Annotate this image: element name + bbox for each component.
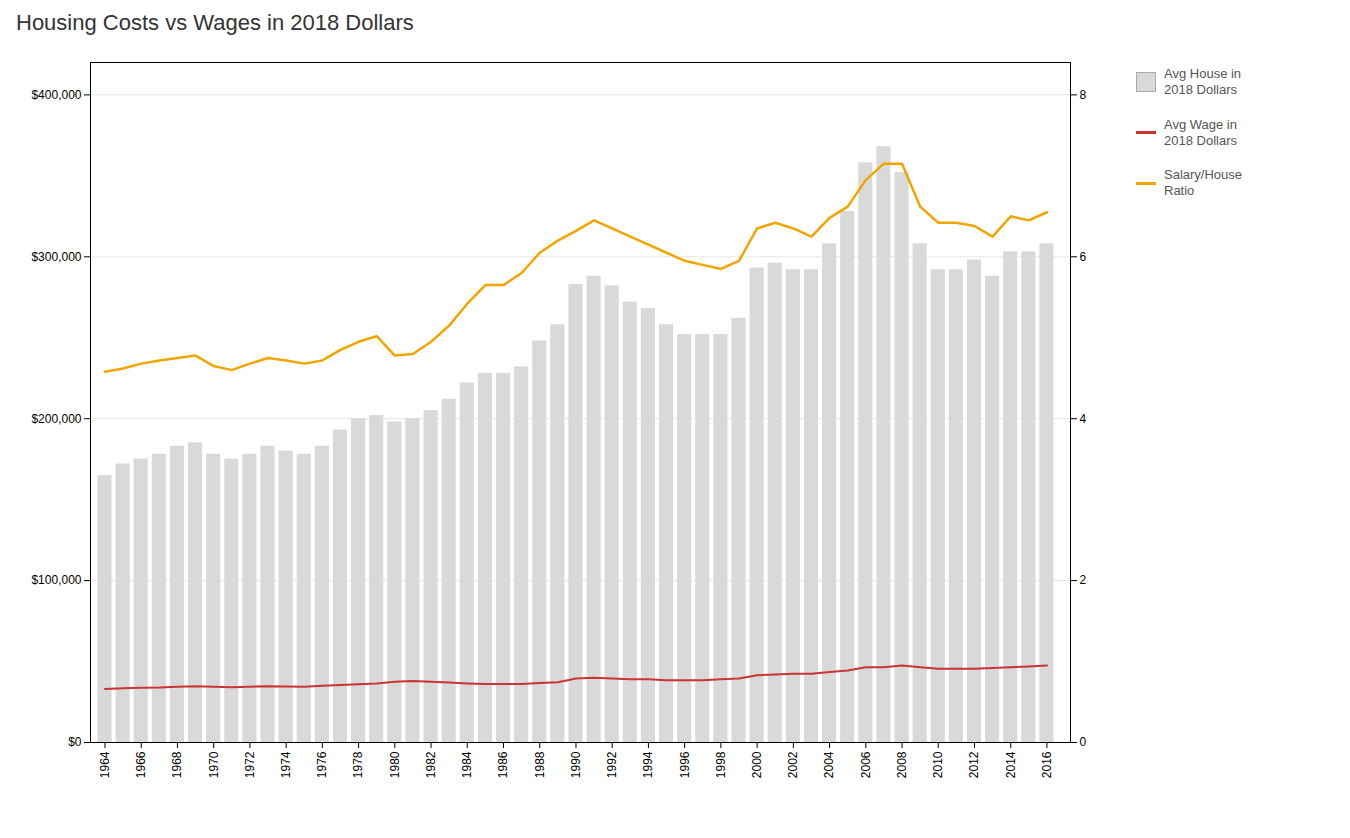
svg-text:2012: 2012 xyxy=(967,751,981,778)
svg-text:2016: 2016 xyxy=(1040,751,1054,778)
svg-text:1998: 1998 xyxy=(714,751,728,778)
svg-text:1972: 1972 xyxy=(243,751,257,778)
svg-text:2004: 2004 xyxy=(822,751,836,778)
svg-text:1966: 1966 xyxy=(134,751,148,778)
svg-text:6: 6 xyxy=(1080,250,1087,264)
svg-text:1968: 1968 xyxy=(170,751,184,778)
svg-text:2008: 2008 xyxy=(895,751,909,778)
svg-text:$400,000: $400,000 xyxy=(31,88,81,102)
svg-text:1986: 1986 xyxy=(496,751,510,778)
svg-text:4: 4 xyxy=(1080,412,1087,426)
svg-text:$200,000: $200,000 xyxy=(31,412,81,426)
svg-text:1970: 1970 xyxy=(207,751,221,778)
svg-text:1978: 1978 xyxy=(351,751,365,778)
svg-text:2000: 2000 xyxy=(750,751,764,778)
html-text:Salary/House Ratio: Salary/House Ratio xyxy=(1164,167,1242,199)
svg-text:1996: 1996 xyxy=(677,751,691,778)
svg-text:1994: 1994 xyxy=(641,751,655,778)
svg-text:1976: 1976 xyxy=(315,751,329,778)
svg-text:1982: 1982 xyxy=(424,751,438,778)
svg-text:2002: 2002 xyxy=(786,751,800,778)
svg-text:1964: 1964 xyxy=(98,751,112,778)
svg-text:1992: 1992 xyxy=(605,751,619,778)
svg-text:$100,000: $100,000 xyxy=(31,573,81,587)
svg-text:1980: 1980 xyxy=(388,751,402,778)
svg-text:2014: 2014 xyxy=(1004,751,1018,778)
svg-text:2: 2 xyxy=(1080,573,1087,587)
html-text:Avg House in 2018 Dollars: Avg House in 2018 Dollars xyxy=(1164,66,1242,98)
html-text:Avg Wage in 2018 Dollars: Avg Wage in 2018 Dollars xyxy=(1164,116,1237,148)
svg-text:1974: 1974 xyxy=(279,751,293,778)
svg-text:2010: 2010 xyxy=(931,751,945,778)
svg-text:8: 8 xyxy=(1080,88,1087,102)
svg-text:0: 0 xyxy=(1080,735,1087,749)
svg-text:$300,000: $300,000 xyxy=(31,250,81,264)
svg-text:1990: 1990 xyxy=(569,751,583,778)
svg-text:2006: 2006 xyxy=(859,751,873,778)
html-text:Housing Costs vs Wages in 2018: Housing Costs vs Wages in 2018 Dollars xyxy=(16,10,414,35)
svg-text:$0: $0 xyxy=(68,735,82,749)
svg-text:1984: 1984 xyxy=(460,751,474,778)
svg-text:1988: 1988 xyxy=(533,751,547,778)
